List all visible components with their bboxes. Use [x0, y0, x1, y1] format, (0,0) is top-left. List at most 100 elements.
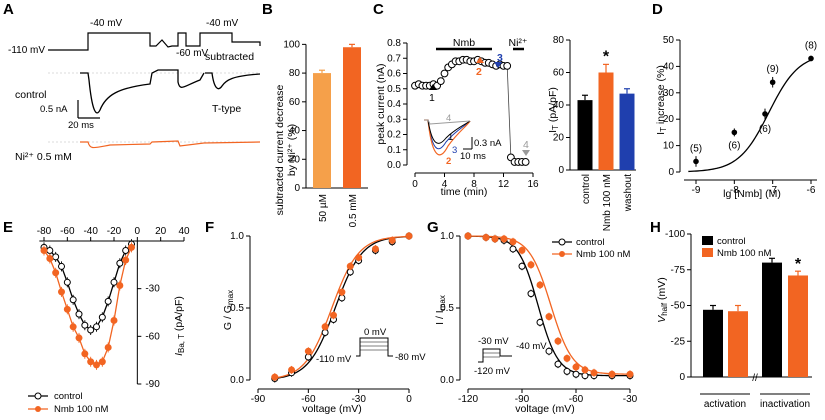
- g-ytick-label: 1.0: [440, 231, 454, 242]
- svg-text:1: 1: [448, 132, 453, 143]
- c-ytick-label: 0.5: [387, 84, 401, 95]
- control-label: control: [15, 89, 47, 101]
- h-ytick-label: -100: [665, 229, 685, 240]
- svg-text:-80 mV: -80 mV: [395, 352, 426, 363]
- g-point-control: [509, 245, 517, 253]
- g-xtick-label: -60: [569, 394, 584, 405]
- panel-d-ylabel: IT increase (%): [655, 65, 668, 135]
- e-point-nmb: [52, 269, 60, 277]
- h-ytick-label: 0: [679, 372, 685, 383]
- protocol-trace: [48, 32, 261, 51]
- cbar-ytick-label: 0: [558, 165, 564, 176]
- g-point-control: [536, 318, 544, 326]
- f-point-nmb: [321, 323, 329, 331]
- cbar-bar-1: [598, 72, 614, 170]
- panel-a-label: A: [3, 1, 14, 18]
- panel-b-label: B: [262, 1, 273, 18]
- b-ytick-label: 80: [289, 68, 301, 79]
- c-ytick-label: 0.3: [387, 114, 401, 125]
- e-line-control: [43, 243, 132, 331]
- b-bar-0: [313, 73, 331, 188]
- svg-text:-120 mV: -120 mV: [474, 366, 511, 377]
- cbar-ytick-label: 60: [553, 68, 565, 79]
- g-point-nmb: [527, 261, 535, 269]
- g-point-nmb: [608, 370, 616, 378]
- panel-f-label: F: [205, 219, 214, 236]
- arrow-4: 4: [522, 139, 530, 156]
- b-category-label: 0.5 mM: [348, 194, 359, 227]
- g-point-nmb: [491, 235, 499, 243]
- e-xtick-label: -80: [37, 226, 52, 237]
- svg-text:Nmb 100 nM: Nmb 100 nM: [717, 248, 771, 259]
- g-ytick-label: 0.5: [440, 303, 454, 314]
- h-ytick-label: -75: [671, 265, 686, 276]
- g-point-nmb: [563, 354, 571, 362]
- e-point-nmb: [58, 288, 65, 296]
- g-point-control: [518, 262, 526, 270]
- f-xtick-label: -60: [301, 394, 316, 405]
- svg-text:2: 2: [446, 156, 451, 167]
- d-ytick-label: 30: [663, 88, 675, 99]
- svg-text:Nmb 100 nM: Nmb 100 nM: [576, 249, 630, 260]
- panel-g-label: G: [427, 219, 439, 236]
- svg-text:control: control: [54, 391, 83, 402]
- f-point-nmb: [346, 262, 354, 270]
- g-point-control: [563, 367, 571, 375]
- panel-e-legend: control Nmb 100 nM: [28, 391, 108, 415]
- b-category-label: 50 µM: [318, 194, 329, 222]
- e-point-nmb: [128, 243, 135, 251]
- e-point-control: [116, 259, 124, 267]
- panel-c-ylabel: peak current (nA): [375, 63, 387, 144]
- g-point-nmb: [581, 366, 589, 374]
- h-ytick-label: -50: [671, 301, 686, 312]
- svg-text:-40 mV: -40 mV: [516, 341, 547, 352]
- svg-text:4: 4: [523, 139, 529, 151]
- b-ytick-label: 20: [289, 154, 301, 165]
- c-ytick-label: 0.6: [387, 69, 401, 80]
- e-point-control: [93, 323, 100, 331]
- ni-label: Ni²⁺ 0.5 mM: [15, 151, 72, 163]
- panel-f: F 0.0 0.5 1.0 -90 -60 -30 0 G / Gmax voltage (…: [205, 219, 426, 415]
- panel-f-xlabel: voltage (mV): [302, 403, 362, 415]
- svg-text:3: 3: [452, 145, 457, 156]
- h-bar-nmb: [728, 311, 748, 377]
- g-xtick-label: -90: [515, 394, 530, 405]
- e-point-nmb: [75, 334, 83, 342]
- e-point-control: [104, 297, 112, 305]
- c-point: [436, 77, 445, 86]
- e-point-nmb: [93, 361, 100, 369]
- c-point: [521, 158, 530, 166]
- b-ytick-label: 100: [283, 39, 300, 50]
- v-step3-label: -40 mV: [206, 18, 239, 29]
- g-point-control: [554, 360, 562, 368]
- d-ytick-label: 0: [668, 167, 674, 178]
- panel-c-xlabel: time (min): [441, 186, 488, 198]
- svg-text:0 mV: 0 mV: [364, 327, 387, 338]
- d-fit-curve: [688, 59, 812, 173]
- d-ytick-label: 20: [663, 114, 675, 125]
- f-point-nmb: [405, 232, 413, 240]
- svg-text:-110 mV: -110 mV: [316, 354, 352, 365]
- c-xtick-label: 8: [471, 179, 477, 190]
- c-xtick-label: 12: [498, 179, 510, 190]
- b-ytick-label: 0: [294, 183, 300, 194]
- h-bar-nmb: [788, 275, 808, 377]
- e-point-control: [81, 321, 89, 329]
- c-timecourse-line: [414, 59, 526, 163]
- e-ytick-label: -90: [145, 379, 160, 390]
- e-point-nmb: [122, 256, 130, 264]
- h-axis-break: //: [752, 373, 758, 384]
- h-group-label: inactivation: [760, 399, 810, 410]
- d-xtick-label: -7: [768, 185, 777, 196]
- e-ytick-label: -60: [145, 331, 160, 342]
- panel-c: C 0.00.10.20.30.40.50.60.70.80 4 8 12 16 pea…: [373, 1, 636, 231]
- panel-c-summary-bars: 0 20 40 60 80 control Nmb 100 nM washout *: [553, 35, 636, 231]
- d-xtick-label: -6: [807, 185, 816, 196]
- panel-g-plot: 0.0 0.5 1.0 -120 -90 -60 -30: [440, 231, 638, 405]
- c-xtick-label: 0: [412, 179, 418, 190]
- subtracted-control-trace: [205, 72, 261, 90]
- e-point-control: [75, 310, 83, 318]
- e-xtick-label: 40: [178, 226, 190, 237]
- ni-trace: [80, 140, 261, 149]
